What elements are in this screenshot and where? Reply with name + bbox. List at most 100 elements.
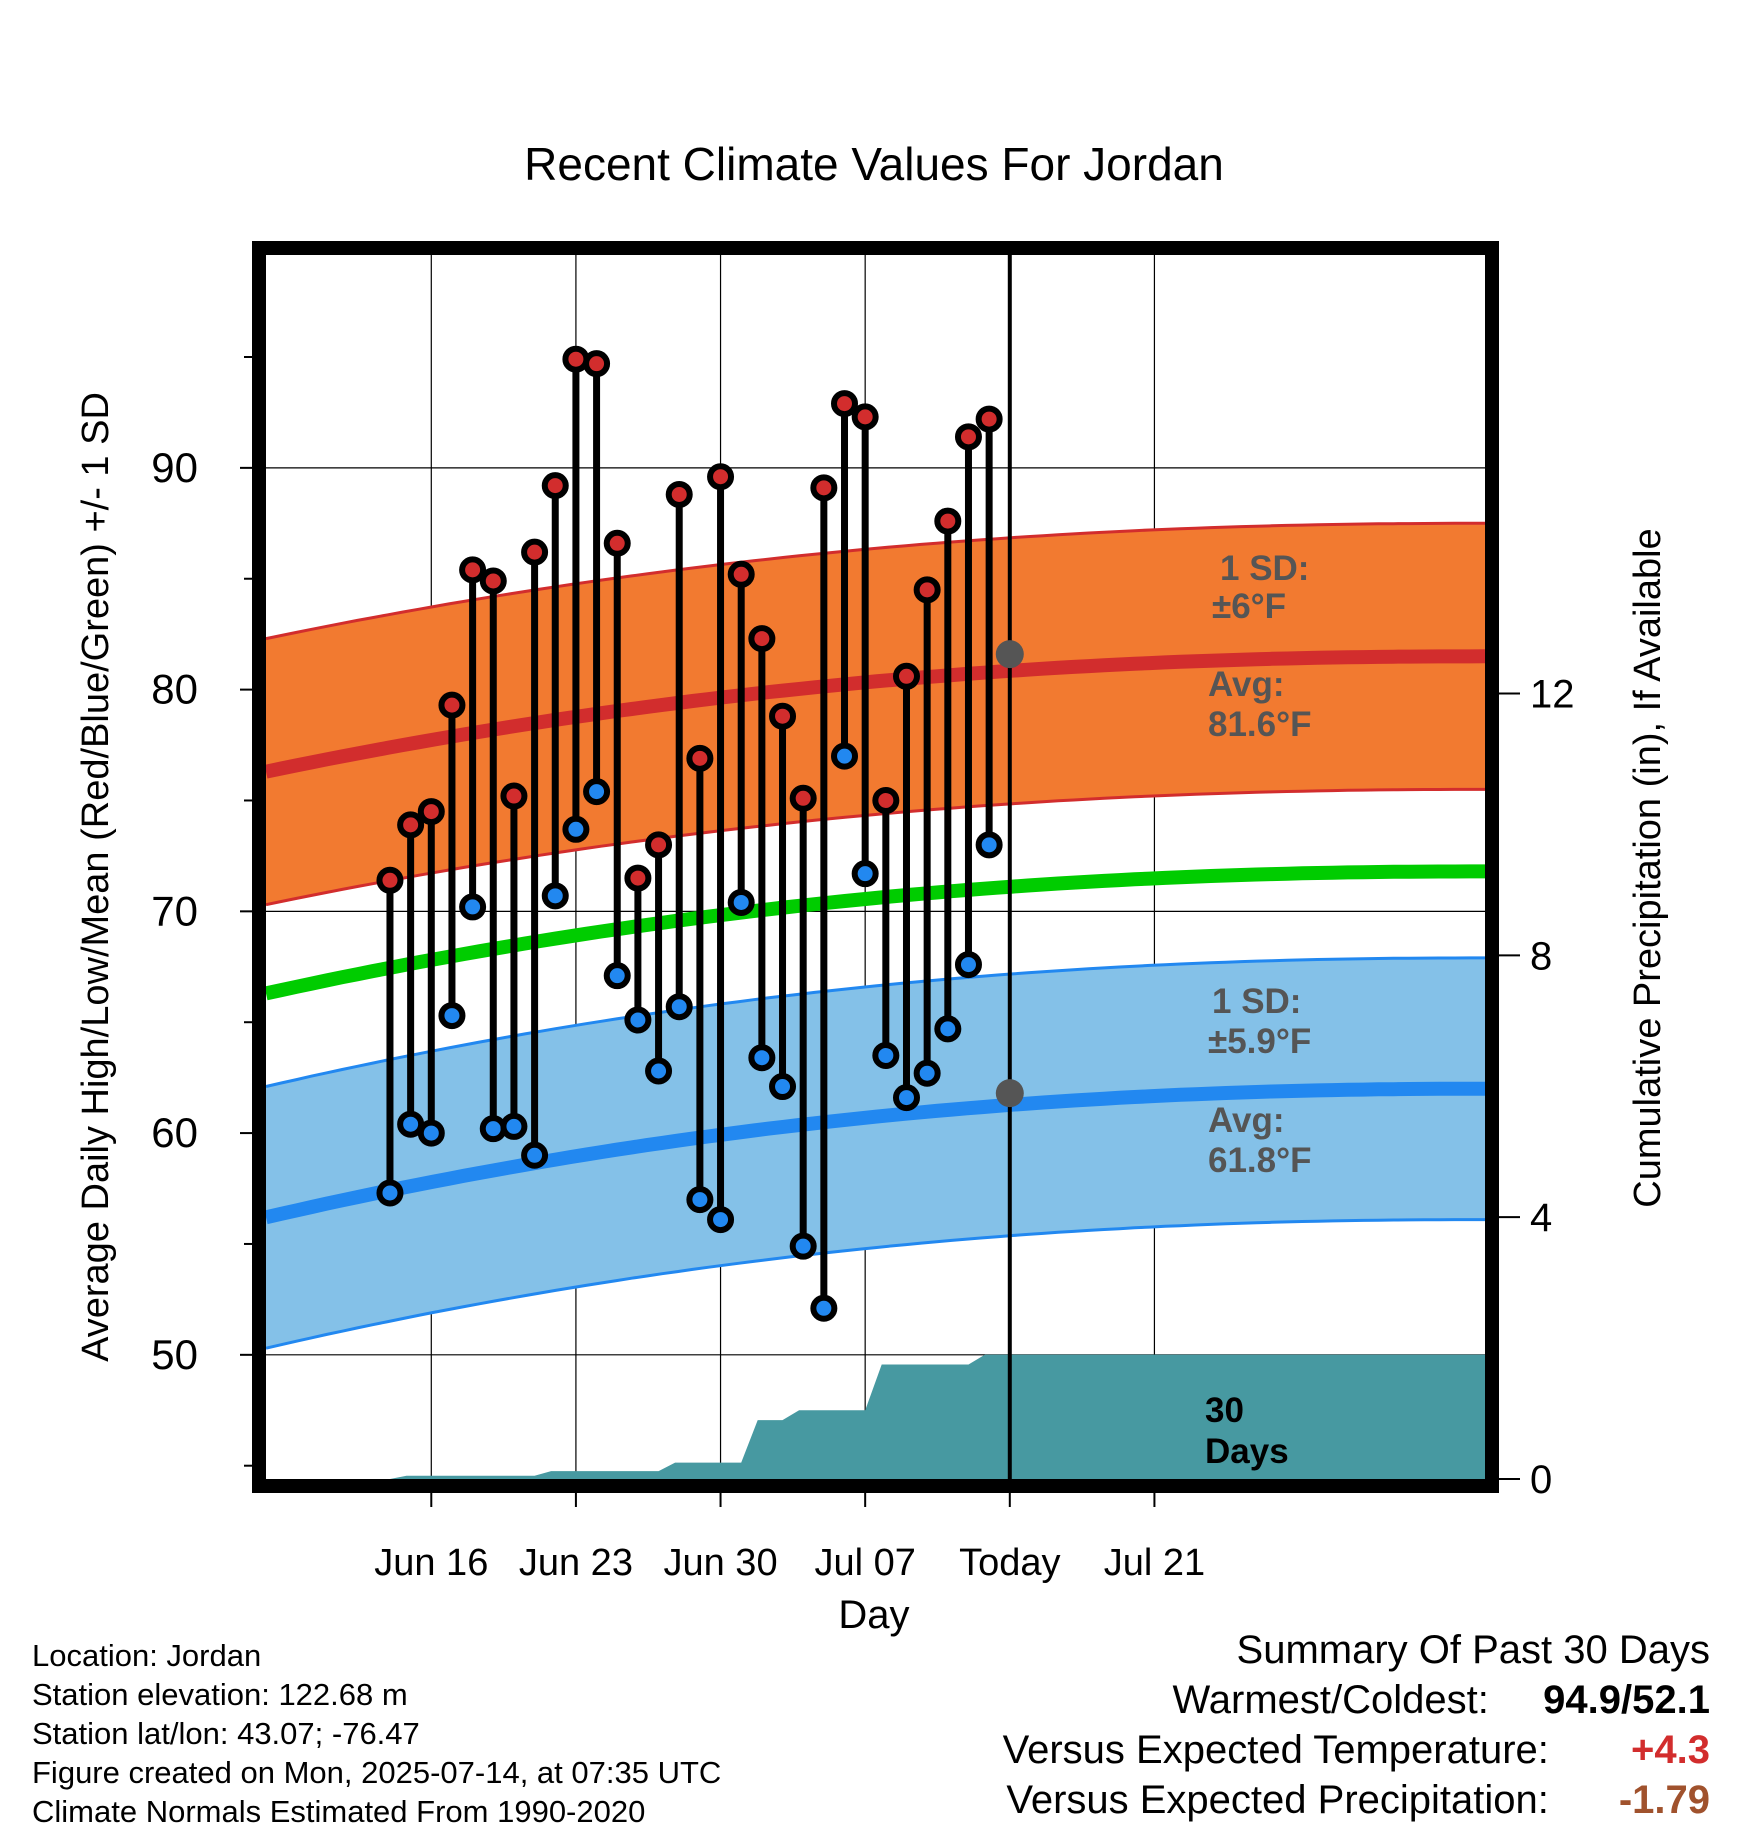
low-point	[769, 1073, 797, 1101]
precip-area	[266, 255, 1485, 1479]
low-sd-value: ±5.9°F	[1208, 1022, 1311, 1061]
low-point	[521, 1141, 549, 1169]
high-point	[831, 390, 859, 418]
low-point	[892, 1084, 920, 1112]
low-point	[727, 888, 755, 916]
high-point	[665, 480, 693, 508]
high-point	[459, 556, 487, 584]
x-tick-label: Jul 07	[814, 1542, 915, 1584]
high-point	[727, 560, 755, 588]
x-tick-label: Jun 30	[663, 1542, 777, 1584]
high-point	[603, 529, 631, 557]
high-point	[769, 702, 797, 730]
high-sd-value: ±6°F	[1212, 587, 1286, 626]
normal-bands	[264, 521, 1486, 1350]
station-info: Location: Jordan Station elevation: 122.…	[32, 1636, 721, 1831]
low-sd-label: 1 SD:	[1212, 982, 1301, 1021]
summary-panel: Summary Of Past 30 Days Warmest/Coldest:…	[1003, 1625, 1710, 1825]
high-sd-label: 1 SD:	[1220, 549, 1309, 588]
high-point	[438, 691, 466, 719]
days-word-label: Days	[1205, 1432, 1289, 1471]
low-point	[665, 993, 693, 1021]
low-point	[562, 815, 590, 843]
warmest-value: 94.9/52.1	[1543, 1678, 1710, 1722]
precip-label: Versus Expected Precipitation:	[1006, 1778, 1549, 1822]
low-point	[851, 860, 879, 888]
high-point	[397, 811, 425, 839]
y-tick-label-left: 80	[151, 666, 198, 713]
y-tick-label-right: 0	[1530, 1458, 1552, 1502]
high-point	[913, 576, 941, 604]
summary-temp-row: Versus Expected Temperature: +4.3	[1003, 1725, 1710, 1775]
y-axis-label-right: Cumulative Precipitation (in), If Availa…	[1627, 528, 1669, 1207]
low-avg-marker	[995, 1079, 1024, 1108]
low-point	[789, 1232, 817, 1260]
location-text: Location: Jordan	[32, 1638, 262, 1673]
precip-value: -1.79	[1618, 1778, 1710, 1822]
high-point	[541, 472, 569, 500]
high-point	[479, 567, 507, 595]
summary-heading: Summary Of Past 30 Days	[1236, 1628, 1710, 1672]
low-sd-band-lower-edge	[265, 1218, 1485, 1350]
low-point	[624, 1006, 652, 1034]
low-point	[872, 1041, 900, 1069]
low-point	[583, 778, 611, 806]
low-point	[438, 1002, 466, 1030]
low-point	[934, 1015, 962, 1043]
low-sd-band-upper-edge	[265, 956, 1485, 1088]
x-tick-label: Jun 16	[374, 1542, 488, 1584]
low-point	[975, 831, 1003, 859]
temp-label: Versus Expected Temperature:	[1002, 1728, 1549, 1772]
y-tick-label-right: 12	[1530, 673, 1575, 717]
low-point	[500, 1112, 528, 1140]
latlon-text: Station lat/lon: 43.07; -76.47	[32, 1716, 420, 1751]
high-point	[934, 507, 962, 535]
high-point	[562, 345, 590, 373]
high-point	[810, 474, 838, 502]
high-point	[521, 538, 549, 566]
mean-normal-line	[264, 864, 1485, 1001]
elevation-text: Station elevation: 122.68 m	[32, 1677, 408, 1712]
low-point	[541, 882, 569, 910]
low-point	[810, 1294, 838, 1322]
temp-value: +4.3	[1631, 1728, 1710, 1772]
high-point	[789, 784, 817, 812]
y-tick-label-right: 4	[1530, 1196, 1552, 1240]
high-point	[748, 625, 776, 653]
low-point	[954, 951, 982, 979]
low-point	[459, 893, 487, 921]
high-point	[583, 350, 611, 378]
warmest-label: Warmest/Coldest:	[1172, 1678, 1489, 1722]
high-point	[975, 405, 1003, 433]
summary-warmest-row: Warmest/Coldest: 94.9/52.1	[1003, 1675, 1711, 1725]
created-text: Figure created on Mon, 2025-07-14, at 07…	[32, 1755, 722, 1790]
high-point	[707, 463, 735, 491]
plot-frame	[252, 241, 1499, 1493]
x-tick-label: Today	[959, 1542, 1060, 1584]
low-point	[376, 1179, 404, 1207]
x-tick-label: Jun 23	[519, 1542, 633, 1584]
low-point	[748, 1044, 776, 1072]
high-point	[851, 403, 879, 431]
high-point	[376, 866, 404, 894]
high-point	[892, 662, 920, 690]
y-tick-label-left: 50	[151, 1331, 198, 1378]
high-point	[417, 798, 445, 826]
high-point	[954, 423, 982, 451]
high-point	[500, 782, 528, 810]
low-point	[707, 1206, 735, 1234]
chart-title: Recent Climate Values For Jordan	[524, 138, 1224, 190]
high-sd-band	[266, 523, 1485, 905]
x-tick-label: Jul 21	[1104, 1542, 1205, 1584]
y-tick-label-left: 90	[151, 444, 198, 491]
low-point	[603, 962, 631, 990]
low-point	[913, 1059, 941, 1087]
low-normal-line	[264, 1081, 1485, 1225]
low-point	[417, 1119, 445, 1147]
axes: 50 60 70 80 90 0 4 8 12 Jun 16 Jun 23 Jun 30 Jul 07 T…	[151, 356, 1575, 1584]
low-point	[831, 742, 859, 770]
high-avg-value: 81.6°F	[1208, 705, 1312, 744]
